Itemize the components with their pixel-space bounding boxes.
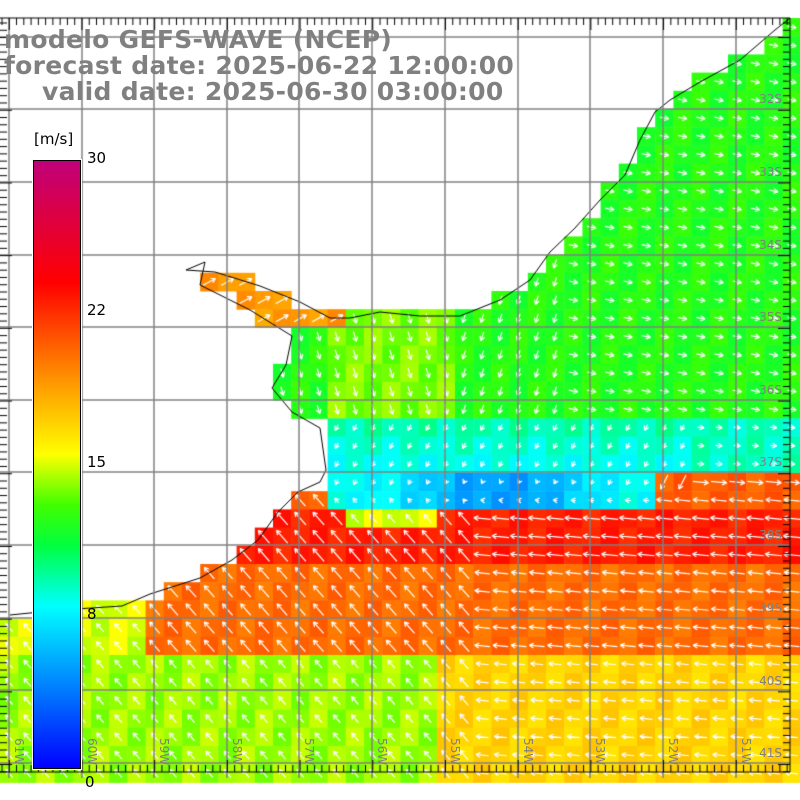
lon-label: 54W bbox=[521, 738, 535, 766]
lon-label: 53W bbox=[593, 738, 607, 766]
lon-label: 57W bbox=[302, 738, 316, 766]
colorbar-tick-22: 22 bbox=[87, 301, 107, 319]
lon-label: 58W bbox=[230, 738, 244, 766]
lat-label: 39S bbox=[759, 601, 782, 615]
lat-label: 34S bbox=[759, 238, 782, 252]
lon-label: 59W bbox=[157, 738, 171, 766]
valid-date: valid date: 2025-06-30 03:00:00 bbox=[42, 77, 504, 106]
colorbar-tick-30: 30 bbox=[87, 149, 107, 167]
colorbar-gradient bbox=[32, 159, 82, 770]
lon-label: 52W bbox=[666, 738, 680, 766]
lat-label: 32S bbox=[759, 92, 782, 106]
lat-label: 41S bbox=[759, 746, 782, 760]
forecast-date: forecast date: 2025-06-22 12:00:00 bbox=[4, 51, 515, 80]
lat-label: 37S bbox=[759, 455, 782, 469]
colorbar-unit: [m/s] bbox=[34, 130, 74, 148]
lat-label: 40S bbox=[759, 674, 782, 688]
colorbar-tick-15: 15 bbox=[87, 453, 107, 471]
lat-label: 38S bbox=[759, 528, 782, 542]
lon-label: 55W bbox=[448, 738, 462, 766]
model-title: modelo GEFS-WAVE (NCEP) bbox=[4, 25, 393, 54]
lat-label: 33S bbox=[759, 165, 782, 179]
lon-label: 51W bbox=[739, 738, 753, 766]
lon-label: 61W bbox=[12, 738, 26, 766]
lat-label: 35S bbox=[759, 310, 782, 324]
lon-label: 60W bbox=[85, 738, 99, 766]
colorbar-tick-8: 8 bbox=[87, 605, 97, 623]
lon-label: 56W bbox=[375, 738, 389, 766]
colorbar-tick-0: 0 bbox=[85, 773, 95, 791]
lat-label: 36S bbox=[759, 383, 782, 397]
